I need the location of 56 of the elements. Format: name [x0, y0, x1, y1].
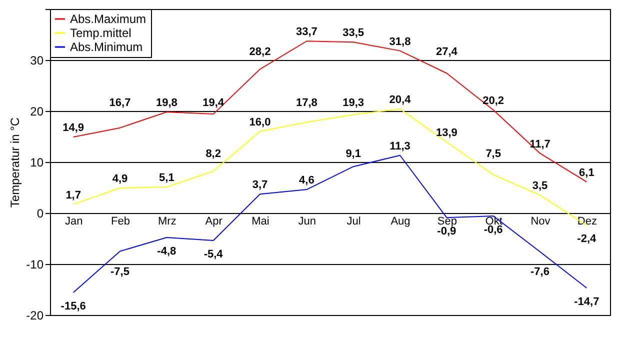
- data-label: 16,0: [249, 116, 271, 128]
- data-label: -0,9: [437, 226, 456, 238]
- legend-label: Temp.mittel: [70, 26, 132, 40]
- data-label: 3,5: [532, 180, 548, 192]
- data-label: 28,2: [249, 46, 271, 58]
- data-label: -14,7: [574, 296, 600, 308]
- x-tick-label: Nov: [530, 216, 551, 228]
- data-label: -5,4: [204, 248, 224, 261]
- data-label: 11,7: [530, 138, 550, 150]
- data-label: -2,4: [577, 233, 598, 246]
- data-label: 33,7: [296, 26, 318, 38]
- x-tick-label: Sep: [437, 216, 457, 228]
- data-label: -15,6: [60, 300, 86, 313]
- y-tick-label: -10: [26, 258, 44, 272]
- data-label: 27,4: [436, 46, 458, 58]
- y-tick-label: 20: [30, 104, 44, 118]
- data-label: 1,7: [66, 189, 81, 202]
- x-tick-label: Aug: [390, 216, 410, 228]
- x-tick-label: Apr: [205, 216, 223, 228]
- data-label: -7,5: [110, 266, 130, 278]
- data-label: 9,1: [346, 148, 361, 160]
- legend-label: Abs.Minimum: [70, 40, 143, 54]
- x-tick-label: Jan: [64, 216, 83, 228]
- data-label: 16,7: [109, 97, 131, 109]
- data-label: -7,6: [530, 266, 550, 278]
- data-label: -4,8: [157, 245, 176, 258]
- y-tick-label: 30: [30, 54, 44, 68]
- data-label: 13,9: [436, 127, 458, 140]
- data-label: 7,5: [486, 148, 501, 160]
- data-label: 19,8: [156, 97, 178, 109]
- legend-label: Abs.Maximum: [70, 12, 146, 26]
- y-tick-label: 0: [36, 206, 44, 220]
- data-label: 8,2: [206, 148, 221, 160]
- data-label: 17,8: [296, 97, 318, 109]
- x-tick-label: Jun: [298, 216, 316, 228]
- data-label: 11,3: [390, 140, 410, 152]
- data-label: 6,1: [579, 166, 594, 179]
- data-label: 33,5: [342, 27, 364, 40]
- x-tick-label: Feb: [111, 216, 130, 228]
- data-label: 5,1: [159, 172, 174, 184]
- data-label: 19,4: [202, 97, 225, 109]
- data-label: -0,6: [484, 224, 503, 236]
- data-label: 19,3: [342, 97, 364, 109]
- y-axis-title: Temperatur in °C: [8, 117, 22, 208]
- x-tick-label: Jul: [346, 216, 361, 228]
- data-label: 3,7: [252, 179, 268, 192]
- data-label: 20,2: [482, 94, 504, 107]
- x-tick-label: Mai: [252, 216, 270, 228]
- y-tick-label: -20: [26, 308, 44, 322]
- data-label: 4,6: [299, 174, 314, 187]
- data-label: 31,8: [389, 36, 411, 48]
- data-label: 20,4: [389, 94, 412, 106]
- x-tick-label: Mrz: [158, 216, 176, 228]
- data-label: 4,9: [112, 173, 128, 186]
- data-label: 14,9: [62, 122, 84, 134]
- y-tick-label: 10: [30, 156, 44, 170]
